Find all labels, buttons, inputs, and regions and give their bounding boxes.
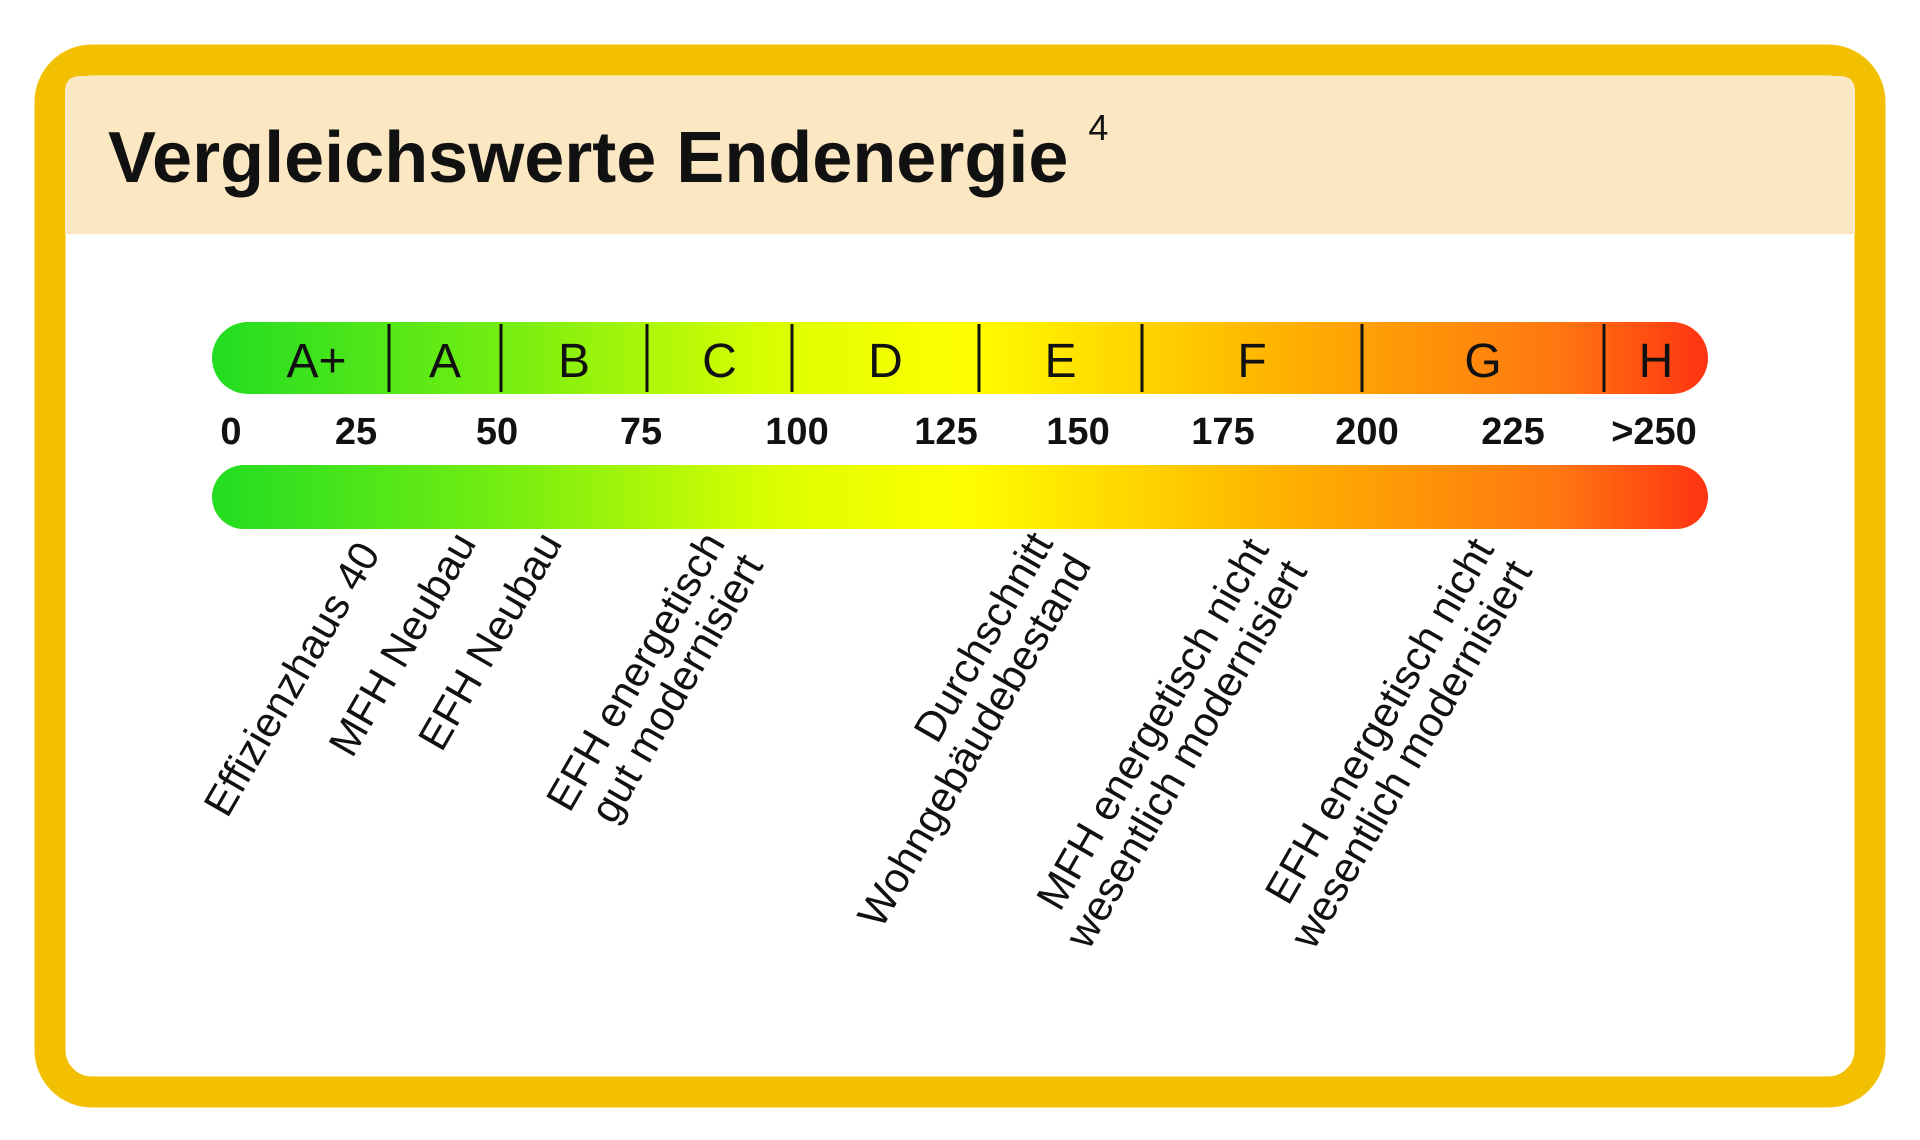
class-bar: [212, 322, 1708, 394]
class-label: A+: [286, 335, 346, 388]
tick-label: >250: [1611, 411, 1697, 453]
class-label: E: [1044, 335, 1076, 388]
title-text: Vergleichswerte Endenergie: [108, 118, 1068, 198]
class-label: A: [429, 335, 461, 388]
card-border: [34, 44, 1886, 1108]
class-label: G: [1464, 335, 1501, 388]
class-label: B: [558, 335, 590, 388]
tick-label: 175: [1191, 411, 1254, 453]
tick-label: 200: [1335, 411, 1398, 453]
tick-label: 100: [765, 411, 828, 453]
header-band: [65, 76, 1855, 234]
tick-label: 25: [335, 411, 377, 453]
class-label: D: [868, 335, 903, 388]
scale-bar: [212, 465, 1708, 529]
tick-label: 150: [1046, 411, 1109, 453]
class-label: F: [1237, 335, 1266, 388]
footnote-mark: 4: [1088, 107, 1108, 148]
title: Vergleichswerte Endenergie 4: [108, 107, 1108, 198]
tick-label: 50: [476, 411, 518, 453]
class-label: H: [1639, 335, 1674, 388]
tick-label: 125: [914, 411, 977, 453]
tick-label: 225: [1481, 411, 1544, 453]
tick-label: 75: [620, 411, 662, 453]
tick-label: 0: [220, 411, 241, 453]
class-label: C: [702, 335, 737, 388]
